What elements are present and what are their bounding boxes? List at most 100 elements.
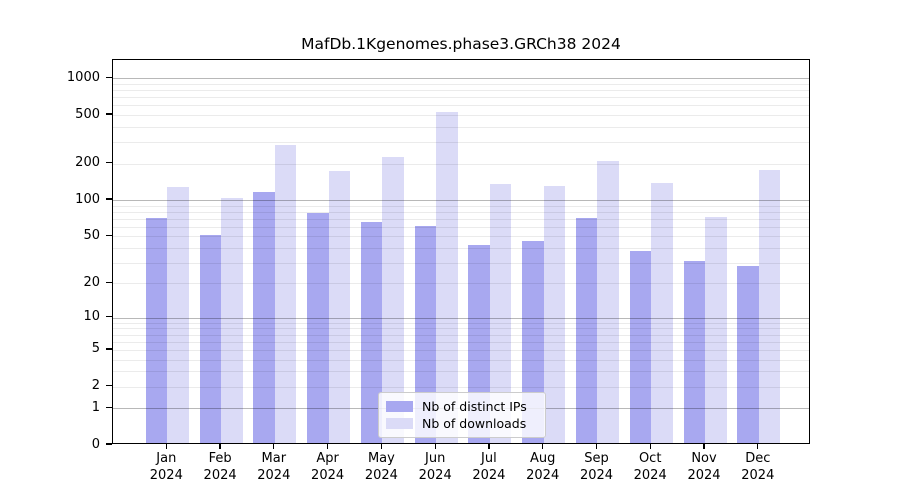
x-tick (703, 444, 705, 449)
minor-gridline (113, 334, 809, 336)
bar-distinct-ips (414, 225, 437, 443)
bar-downloads (597, 161, 619, 443)
bar-downloads (489, 184, 512, 443)
y-tick-label: 100 (75, 191, 100, 207)
minor-gridline (113, 386, 809, 388)
minor-gridline (113, 211, 809, 213)
legend: Nb of distinct IPs Nb of downloads (378, 392, 546, 438)
minor-gridline (113, 126, 809, 128)
x-tick-label: Feb 2024 (188, 451, 252, 484)
minor-gridline (113, 142, 809, 144)
x-tick-label: Oct 2024 (618, 451, 682, 484)
x-tick-label: Sep 2024 (565, 451, 629, 484)
x-tick (165, 444, 167, 449)
x-tick (380, 444, 383, 449)
bar-downloads (167, 187, 189, 443)
x-tick-label-year: 2024 (526, 467, 560, 483)
y-tick (106, 385, 112, 387)
x-tick-label: Dec 2024 (726, 451, 790, 484)
bar-downloads (758, 169, 781, 443)
minor-gridline (113, 349, 809, 351)
x-tick-label-year: 2024 (741, 467, 775, 483)
minor-gridline (113, 283, 809, 285)
y-tick (106, 316, 112, 318)
x-tick (273, 444, 275, 449)
y-tick-label: 200 (75, 155, 100, 170)
major-gridline (113, 317, 809, 319)
x-tick-label: Jan 2024 (134, 451, 198, 484)
y-tick-label: 5 (91, 341, 100, 357)
x-tick-label: Mar 2024 (242, 451, 306, 484)
bar-distinct-ips (145, 217, 168, 443)
x-tick-label-year: 2024 (311, 467, 345, 483)
minor-gridline (113, 341, 809, 343)
minor-gridline (113, 328, 809, 330)
x-tick-label: Jun 2024 (403, 451, 467, 484)
x-tick-label-year: 2024 (203, 467, 237, 483)
x-tick-label: Jul 2024 (457, 451, 521, 484)
legend-item: Nb of distinct IPs (386, 398, 538, 415)
y-tick-label: 20 (83, 274, 100, 290)
x-tick-label-year: 2024 (149, 467, 183, 483)
bar-downloads (543, 186, 566, 443)
minor-gridline (113, 83, 809, 85)
minor-gridline (113, 115, 809, 117)
bar-distinct-ips (683, 260, 705, 443)
y-tick-label: 2 (91, 378, 100, 394)
bar-downloads (436, 112, 458, 443)
y-tick (106, 348, 112, 350)
bar-distinct-ips (307, 213, 329, 443)
x-tick (757, 444, 759, 449)
y-tick-label: 0 (91, 436, 100, 452)
chart-title: MafDb.1Kgenomes.phase3.GRCh38 2024 (301, 35, 621, 53)
x-tick-label-year: 2024 (687, 467, 721, 483)
x-tick-label: Aug 2024 (511, 451, 575, 484)
legend-label: Nb of downloads (422, 416, 527, 431)
minor-gridline (113, 205, 809, 207)
x-tick-label-year: 2024 (418, 467, 452, 483)
x-tick-label: May 2024 (349, 451, 413, 484)
x-tick (595, 444, 598, 449)
x-tick-label-year: 2024 (633, 467, 667, 483)
bar-downloads (221, 198, 243, 443)
x-tick-label: Nov 2024 (672, 451, 736, 484)
minor-gridline (113, 226, 809, 228)
y-tick (106, 406, 112, 408)
minor-gridline (113, 218, 809, 220)
bar-downloads (274, 144, 297, 443)
bar-downloads (382, 157, 404, 443)
y-tick-label: 1000 (66, 69, 100, 85)
plot-area (112, 59, 810, 444)
y-tick (106, 161, 112, 164)
y-tick-label: 1 (91, 399, 100, 415)
y-tick (106, 76, 112, 78)
major-gridline (113, 200, 809, 202)
x-tick (219, 444, 221, 449)
bar-downloads (705, 216, 727, 443)
minor-gridline (113, 359, 809, 361)
legend-swatch (386, 418, 413, 429)
bar-downloads (328, 171, 351, 443)
y-tick (106, 198, 112, 200)
minor-gridline (113, 163, 809, 165)
minor-gridline (113, 322, 809, 324)
bar-distinct-ips (737, 266, 759, 443)
y-tick (106, 443, 112, 445)
minor-gridline (113, 97, 809, 99)
minor-gridline (113, 236, 809, 238)
x-tick (326, 444, 329, 449)
x-tick (649, 444, 651, 449)
bar-distinct-ips (253, 191, 275, 443)
bar-distinct-ips (199, 235, 222, 443)
y-tick (106, 234, 112, 236)
y-tick-label: 10 (83, 309, 100, 325)
y-tick-label: 50 (83, 227, 100, 243)
y-tick (106, 113, 112, 115)
x-tick-label-year: 2024 (257, 467, 291, 483)
y-tick (106, 281, 112, 284)
x-tick (434, 444, 436, 449)
minor-gridline (113, 262, 809, 264)
x-tick (488, 444, 490, 449)
bar-distinct-ips (360, 221, 383, 443)
